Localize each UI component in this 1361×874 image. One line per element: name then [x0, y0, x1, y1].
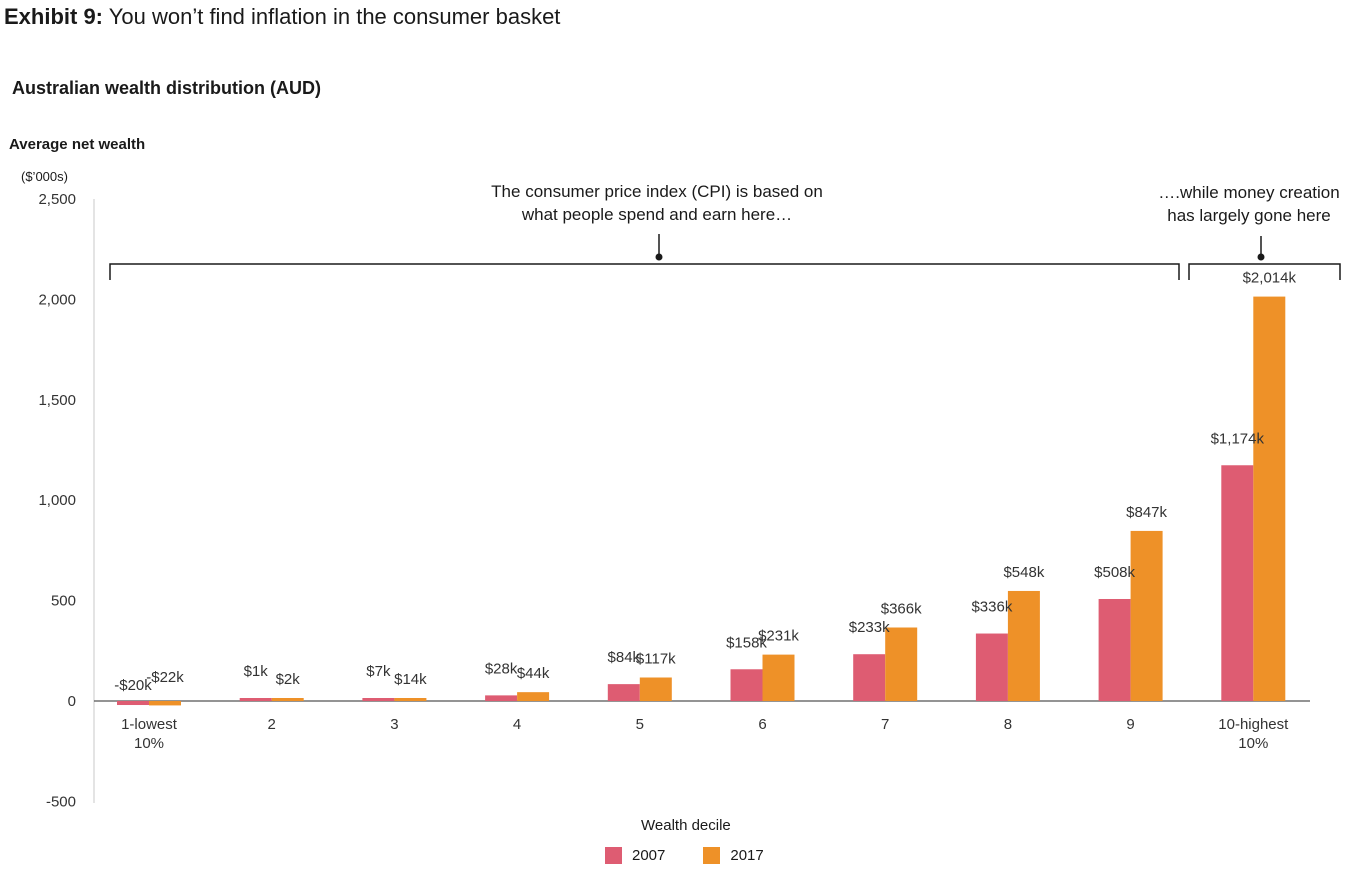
y-tick-label: 2,500: [38, 191, 76, 208]
data-label-2007-decile-3: $7k: [366, 663, 391, 680]
x-tick-label: 4: [513, 716, 521, 733]
bar-2007-decile-7: [853, 654, 886, 701]
data-label-2017-decile-1: -$22k: [146, 669, 184, 686]
legend-label-2007: 2007: [632, 847, 666, 864]
bar-2017-decile-9: [1130, 530, 1163, 701]
cpi-pointer-dot: [655, 253, 663, 261]
legend-label-2017: 2017: [730, 847, 764, 864]
data-label-2017-decile-9: $847k: [1126, 504, 1167, 521]
x-tick-label: 9: [1126, 716, 1134, 733]
data-label-2007-decile-1: -$20k: [114, 677, 152, 694]
money-annotation: ….while money creation has largely gone …: [1158, 181, 1339, 227]
bar-2017-decile-5: [639, 677, 672, 701]
data-label-2007-decile-6: $158k: [726, 634, 767, 651]
data-label-2017-decile-5: $117k: [636, 651, 676, 668]
x-tick-label: 2: [268, 716, 276, 733]
cpi-annotation-line1: The consumer price index (CPI) is based …: [491, 182, 823, 201]
bar-2007-decile-9: [1098, 598, 1131, 701]
data-label-2007-decile-10: $1,174k: [1211, 430, 1265, 447]
data-label-2017-decile-4: $44k: [517, 665, 550, 682]
legend-swatch-2007: [605, 847, 622, 864]
x-tick-label: 8: [1004, 716, 1012, 733]
y-axis-label: Average net wealth: [9, 136, 146, 153]
bar-2007-decile-10: [1221, 465, 1254, 701]
bar-2007-decile-5: [607, 684, 640, 701]
data-label-2007-decile-9: $508k: [1094, 564, 1135, 581]
cpi-bracket: [109, 263, 1180, 280]
bar-2017-decile-10: [1253, 296, 1286, 701]
x-tick-label: 10%: [134, 735, 164, 752]
exhibit-title-text: You won’t find inflation in the consumer…: [108, 4, 561, 29]
x-tick-label: 3: [390, 716, 398, 733]
data-label-2017-decile-7: $366k: [881, 601, 922, 618]
x-tick-label: 6: [758, 716, 766, 733]
money-annotation-line2: has largely gone here: [1167, 206, 1331, 225]
y-axis-unit: ($’000s): [21, 169, 68, 184]
bar-2007-decile-2: [239, 698, 272, 701]
bar-2017-decile-2: [271, 698, 304, 701]
bar-2017-decile-7: [885, 627, 918, 701]
data-label-2017-decile-10: $2,014k: [1243, 270, 1297, 287]
data-label-2017-decile-6: $231k: [758, 628, 799, 645]
legend: 2007 2017: [605, 847, 764, 864]
bar-2007-decile-8: [975, 633, 1008, 701]
money-pointer-dot: [1257, 253, 1265, 261]
money-bracket: [1188, 263, 1341, 280]
bar-2007-decile-1: [117, 701, 149, 706]
data-label-2007-decile-7: $233k: [849, 619, 890, 636]
y-tick-label: 1,500: [38, 392, 76, 409]
bar-2017-decile-1: [149, 701, 181, 706]
data-label-2017-decile-3: $14k: [394, 671, 427, 688]
x-tick-label: 1-lowest: [121, 716, 178, 733]
data-label-2007-decile-2: $1k: [244, 663, 269, 680]
chart-title: Australian wealth distribution (AUD): [12, 78, 322, 98]
data-label-2007-decile-5: $84k: [608, 649, 641, 666]
y-tick-label: 1,000: [38, 492, 76, 509]
y-tick-label: 0: [68, 693, 76, 710]
data-label-2017-decile-2: $2k: [276, 671, 301, 688]
bar-2017-decile-6: [762, 654, 795, 701]
y-tick-label: -500: [46, 793, 76, 810]
x-tick-label: 10%: [1238, 735, 1268, 752]
bar-2017-decile-4: [517, 692, 550, 701]
legend-item-2017: 2017: [703, 847, 764, 864]
x-tick-label: 10-highest: [1218, 716, 1289, 733]
money-annotation-line1: ….while money creation: [1158, 183, 1340, 202]
legend-swatch-2017: [703, 847, 721, 864]
bar-2017-decile-8: [1007, 590, 1040, 701]
bar-2017-decile-3: [394, 698, 427, 701]
bar-2007-decile-6: [730, 669, 763, 701]
legend-item-2007: 2007: [605, 847, 665, 864]
data-label-2007-decile-8: $336k: [971, 599, 1012, 616]
cpi-annotation: The consumer price index (CPI) is based …: [491, 180, 823, 226]
data-label-2017-decile-8: $548k: [1003, 564, 1044, 581]
bar-2007-decile-3: [362, 698, 395, 701]
exhibit-label: Exhibit 9:: [4, 4, 104, 29]
cpi-annotation-line2: what people spend and earn here…: [521, 205, 793, 224]
bar-2007-decile-4: [485, 695, 518, 701]
x-tick-label: 7: [881, 716, 889, 733]
x-axis-label: Wealth decile: [641, 817, 731, 834]
annotation-brackets: [109, 234, 1341, 280]
exhibit-title: Exhibit 9: You won’t find inflation in t…: [4, 4, 560, 30]
y-tick-label: 2,000: [38, 291, 76, 308]
y-tick-label: 500: [51, 593, 76, 610]
data-label-2007-decile-4: $28k: [485, 660, 518, 677]
x-tick-label: 5: [636, 716, 644, 733]
